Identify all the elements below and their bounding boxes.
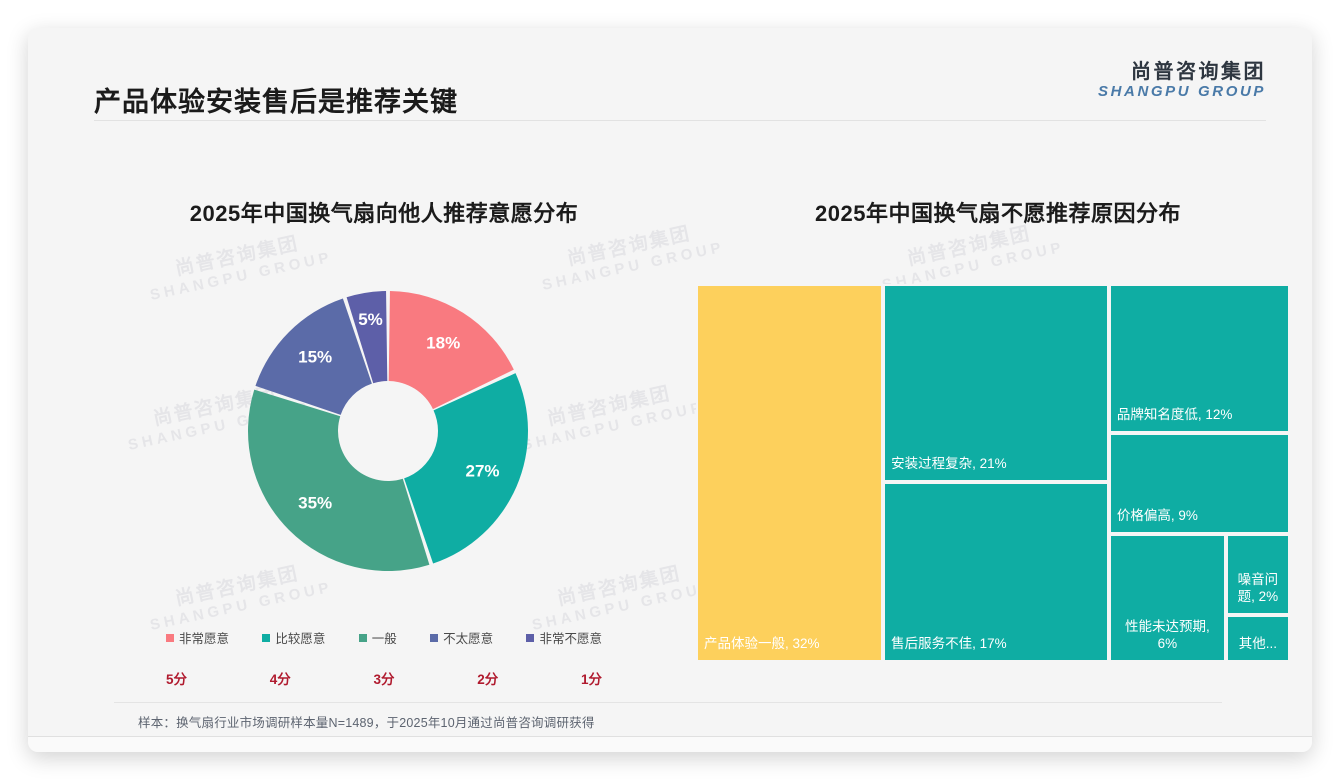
donut-legend: 非常愿意 比较愿意 一般 不太愿意 非常不愿意 bbox=[114, 628, 654, 647]
footer-divider bbox=[28, 736, 1312, 737]
legend-item[interactable]: 比较愿意 bbox=[262, 628, 325, 647]
donut-slice[interactable] bbox=[255, 298, 372, 415]
slide-header: 产品体验安装售后是推荐关键 尚普咨询集团 SHANGPU GROUP bbox=[28, 28, 1312, 120]
treemap-cell-label: 其他... bbox=[1238, 636, 1278, 652]
donut-label-group: 18% 27% 35% 15% 5% bbox=[298, 310, 499, 512]
company-logo: 尚普咨询集团 SHANGPU GROUP bbox=[1098, 61, 1266, 100]
score-label: 2分 bbox=[477, 672, 499, 687]
treemap-cell-label: 噪音问题, 2% bbox=[1237, 572, 1279, 605]
right-chart-title: 2025年中国换气扇不愿推荐原因分布 bbox=[815, 201, 1181, 226]
treemap-cell-label: 售后服务不佳, 17% bbox=[891, 636, 1007, 652]
header-divider bbox=[94, 120, 1266, 121]
legend-item[interactable]: 一般 bbox=[358, 628, 397, 647]
donut-slice-label: 18% bbox=[426, 334, 460, 353]
logo-en-text: SHANGPU GROUP bbox=[1098, 82, 1266, 100]
left-chart-title: 2025年中国换气扇向他人推荐意愿分布 bbox=[189, 201, 579, 226]
treemap-cell-label: 性能未达预期, 6% bbox=[1124, 619, 1210, 652]
donut-slice-group bbox=[248, 291, 528, 571]
legend-item[interactable]: 非常愿意 bbox=[166, 628, 229, 647]
donut-chart: 18% 27% 35% 15% 5% bbox=[178, 268, 598, 608]
donut-slice-label: 27% bbox=[466, 461, 500, 480]
legend-item[interactable]: 不太愿意 bbox=[430, 628, 493, 647]
legend-item-label: 不太愿意 bbox=[443, 632, 494, 646]
legend-swatch-icon bbox=[526, 633, 535, 642]
donut-slice[interactable] bbox=[346, 291, 388, 384]
treemap-cell-label: 价格偏高, 9% bbox=[1116, 507, 1198, 523]
treemap-cell[interactable]: 性能未达预期, 6% bbox=[1108, 533, 1226, 662]
treemap-cell[interactable]: 产品体验一般, 32% bbox=[696, 284, 884, 662]
score-label: 5分 bbox=[166, 672, 188, 687]
donut-slice[interactable] bbox=[388, 291, 514, 410]
legend-item-label: 比较愿意 bbox=[275, 632, 326, 646]
slide-card: 尚普咨询集团 SHANGPU GROUP 尚普咨询集团 SHANGPU GROUP … bbox=[28, 28, 1312, 752]
legend-item[interactable]: 非常不愿意 bbox=[526, 628, 602, 647]
score-label: 4分 bbox=[269, 672, 291, 687]
legend-swatch-icon bbox=[430, 633, 439, 642]
footnote-text: 样本：换气扇行业市场调研样本量N=1489，于2025年10月通过尚普咨询调研获… bbox=[138, 716, 595, 730]
donut-slice[interactable] bbox=[404, 373, 528, 564]
legend-swatch-icon bbox=[166, 633, 174, 642]
treemap-cell[interactable]: 安装过程复杂, 21% bbox=[883, 284, 1109, 483]
donut-slice-label: 5% bbox=[358, 310, 383, 329]
legend-item-label: 非常不愿意 bbox=[539, 632, 602, 646]
donut-slice[interactable] bbox=[248, 389, 430, 571]
legend-swatch-icon bbox=[262, 633, 271, 642]
logo-cn-text: 尚普咨询集团 bbox=[1131, 61, 1266, 83]
treemap-chart: 产品体验一般, 32% 安装过程复杂, 21% 售后服务不佳, 17% 品牌知名度低,… bbox=[696, 284, 1290, 662]
legend-item-label: 一般 bbox=[371, 632, 397, 646]
footnote-divider bbox=[114, 702, 1222, 703]
score-label: 3分 bbox=[373, 672, 395, 687]
treemap-cell[interactable]: 售后服务不佳, 17% bbox=[883, 482, 1109, 662]
legend-item-label: 非常愿意 bbox=[179, 632, 230, 646]
donut-score-row: 5分 4分 3分 2分 1分 bbox=[114, 668, 654, 688]
treemap-cell-label: 安装过程复杂, 21% bbox=[891, 456, 1007, 472]
treemap-cell[interactable]: 品牌知名度低, 12% bbox=[1108, 284, 1290, 434]
page-title: 产品体验安装售后是推荐关键 bbox=[94, 87, 458, 117]
treemap-cell[interactable]: 其他... bbox=[1225, 615, 1290, 662]
donut-chart-svg: 18% 27% 35% 15% 5% bbox=[248, 291, 528, 571]
slide-footer: ©2025.12 SHANGPU GROUP www.shangpu-china… bbox=[28, 737, 1312, 752]
treemap-cell[interactable]: 价格偏高, 9% bbox=[1108, 433, 1290, 534]
treemap-cell-label: 品牌知名度低, 12% bbox=[1116, 407, 1233, 423]
score-label: 1分 bbox=[580, 672, 602, 687]
donut-slice-label: 35% bbox=[298, 493, 332, 512]
treemap-cell-label: 产品体验一般, 32% bbox=[704, 636, 820, 652]
legend-swatch-icon bbox=[358, 633, 367, 642]
treemap-cell[interactable]: 噪音问题, 2% bbox=[1225, 533, 1290, 616]
donut-slice-label: 15% bbox=[298, 348, 332, 367]
